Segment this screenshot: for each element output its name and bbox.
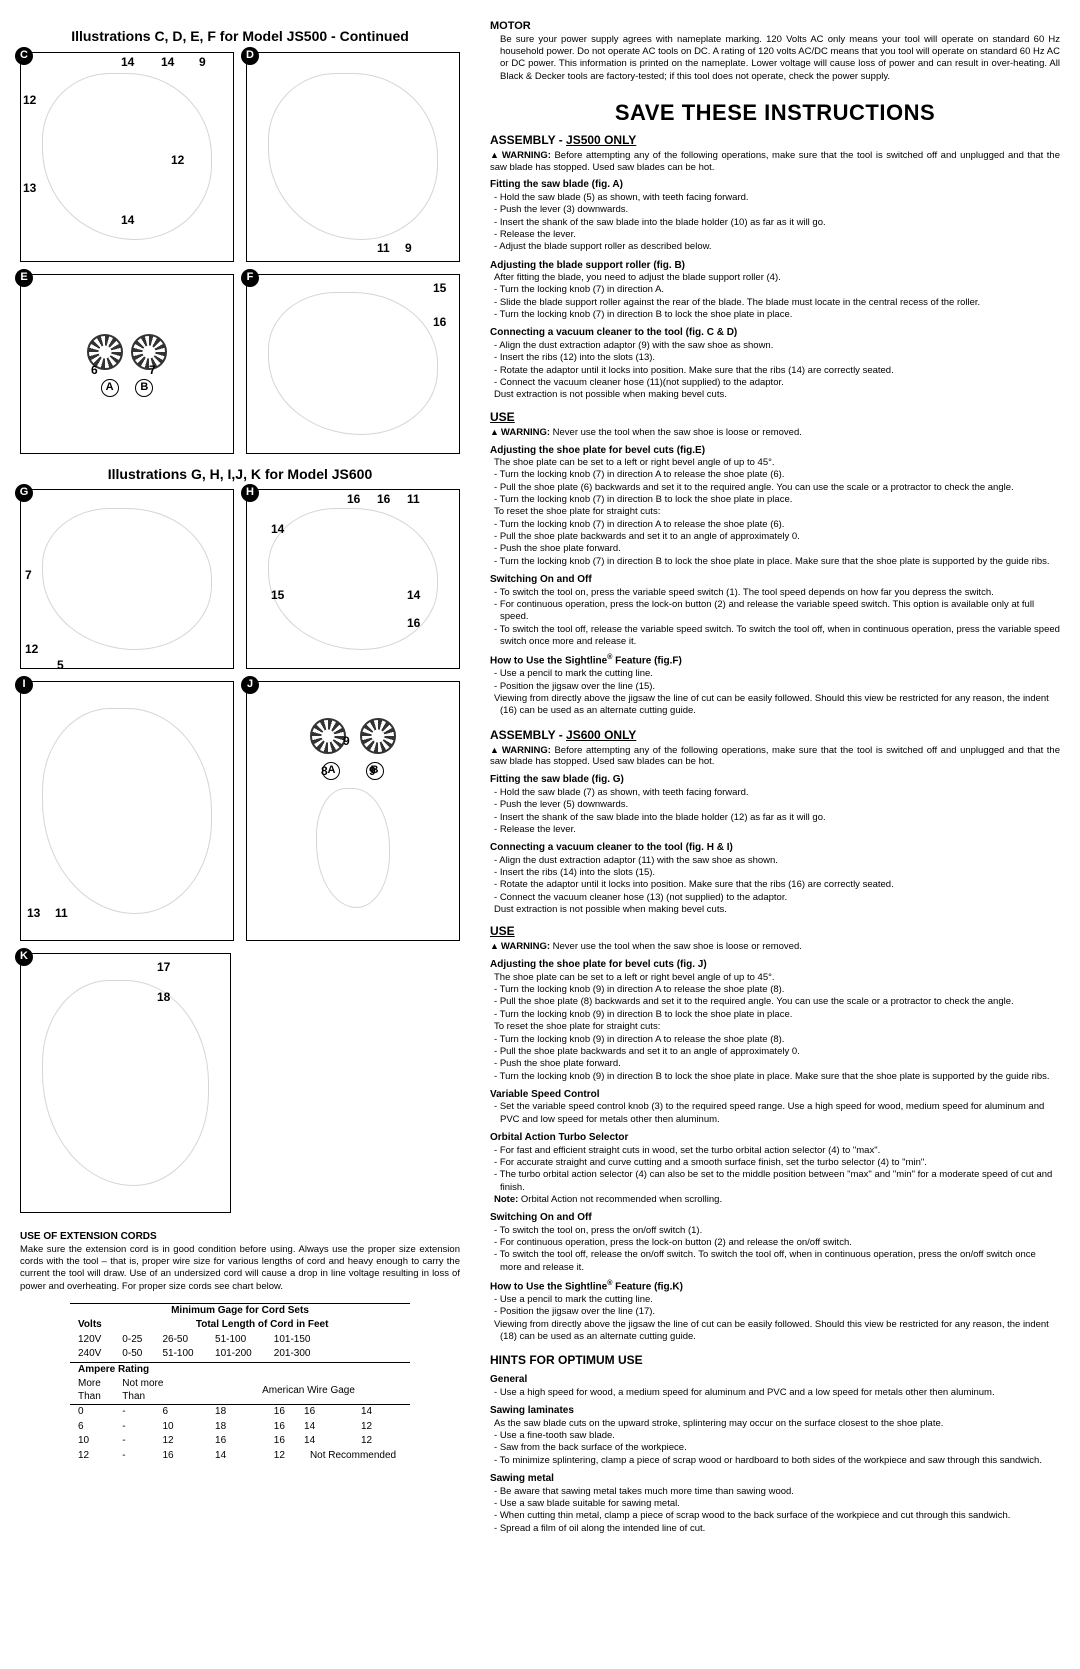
cord-table-row: 6-1018161412 — [70, 1420, 410, 1435]
fig-f-badge: F — [241, 269, 259, 287]
callout-num: 14 — [271, 522, 284, 537]
fig-h-badge: H — [241, 484, 259, 502]
callout-num: 12 — [23, 93, 36, 108]
motor-body: Be sure your power supply agrees with na… — [490, 34, 1060, 83]
callout-num: 5 — [57, 658, 64, 673]
callout-num: 7 — [149, 363, 156, 378]
callout-num: 17 — [157, 960, 170, 975]
callout-num: 7 — [25, 568, 32, 583]
callout-num: 15 — [433, 281, 446, 296]
callout-num: 16 — [433, 315, 446, 330]
callout-num: 16 — [407, 616, 420, 631]
hints-metal-head: Sawing metal — [490, 1473, 1060, 1486]
fig-d-badge: D — [241, 47, 259, 65]
callout-num: 16 — [347, 492, 360, 507]
fig-f: F 1516 — [246, 274, 460, 454]
callout-num: 11 — [407, 492, 420, 507]
fig-k-badge: K — [15, 948, 33, 966]
vac-600-head: Connecting a vacuum cleaner to the tool … — [490, 842, 1060, 855]
warn-600: WARNING: Before attempting any of the fo… — [490, 745, 1060, 769]
callout-num: 13 — [27, 906, 40, 921]
shoe-600-head: Adjusting the shoe plate for bevel cuts … — [490, 959, 1060, 972]
fit-blade-500-head: Fitting the saw blade (fig. A) — [490, 179, 1060, 192]
callout-num: 11 — [55, 906, 68, 921]
callout-num: 16 — [377, 492, 390, 507]
cord-table-row: 0-618161614 — [70, 1405, 410, 1420]
cord-table-row: 10-1216161412 — [70, 1434, 410, 1449]
callout-num: 14 — [121, 55, 134, 70]
adj-roller-500-head: Adjusting the blade support roller (fig.… — [490, 260, 1060, 273]
save-instructions-title: SAVE THESE INSTRUCTIONS — [490, 99, 1060, 127]
warn-use-500: WARNING: Never use the tool when the saw… — [490, 427, 1060, 439]
fig-j-badge: J — [241, 676, 259, 694]
shoe-500-head: Adjusting the shoe plate for bevel cuts … — [490, 445, 1060, 458]
callout-num: 9 — [199, 55, 206, 70]
adj-roller-500-list: Turn the locking knob (7) in direction A… — [490, 284, 1060, 321]
fig-e-badge: E — [15, 269, 33, 287]
callout-num: 12 — [25, 642, 38, 657]
vac-500-head: Connecting a vacuum cleaner to the tool … — [490, 327, 1060, 340]
sight-500-head: How to Use the Sightline® Feature (fig.F… — [490, 654, 1060, 668]
motor-title: MOTOR — [490, 20, 1060, 34]
fig-k: K 1718 — [20, 953, 231, 1213]
callout-num: 14 — [161, 55, 174, 70]
callout-num: 9 — [343, 734, 350, 749]
fig-g: G 7125 — [20, 489, 234, 669]
switch-600-head: Switching On and Off — [490, 1212, 1060, 1225]
vac-500-list: Align the dust extraction adaptor (9) wi… — [490, 340, 1060, 389]
hints-laminates-head: Sawing laminates — [490, 1405, 1060, 1418]
fig-h: H 16161114151416 — [246, 489, 460, 669]
cord-table-rows: 0-6181616146-101816141210-121616141212-1… — [70, 1405, 410, 1464]
fig-i: I 1311 — [20, 681, 234, 941]
right-column: MOTOR Be sure your power supply agrees w… — [490, 20, 1060, 1535]
left-column: Illustrations C, D, E, F for Model JS500… — [20, 20, 460, 1535]
cord-table: Minimum Gage for Cord Sets VoltsTotal Le… — [70, 1303, 410, 1464]
callout-num: 8 — [321, 764, 328, 779]
warn-use-600: WARNING: Never use the tool when the saw… — [490, 941, 1060, 953]
callout-num: 9 — [405, 241, 412, 256]
callout-num: 13 — [23, 181, 36, 196]
callout-num: 11 — [377, 241, 390, 256]
callout-num: 18 — [157, 990, 170, 1005]
fig-j: J A B 989 — [246, 681, 460, 941]
ext-cord-body: Make sure the extension cord is in good … — [20, 1244, 460, 1293]
use-600-title: USE — [490, 924, 1060, 939]
use-500-title: USE — [490, 410, 1060, 425]
callout-num: 15 — [271, 588, 284, 603]
fig-c: C 1414912131214 — [20, 52, 234, 262]
fig-c-badge: C — [15, 47, 33, 65]
illustrations-title-1: Illustrations C, D, E, F for Model JS500… — [20, 28, 460, 46]
fig-e: E A B 67 — [20, 274, 234, 454]
fit-blade-500-list: Hold the saw blade (5) as shown, with te… — [490, 192, 1060, 254]
hints-general-head: General — [490, 1374, 1060, 1387]
assembly-600-title: ASSEMBLY - JS600 ONLY — [490, 728, 1060, 743]
ext-cord-title: USE OF EXTENSION CORDS — [20, 1231, 460, 1244]
fig-i-badge: I — [15, 676, 33, 694]
fig-g-badge: G — [15, 484, 33, 502]
fit-blade-600-head: Fitting the saw blade (fig. G) — [490, 774, 1060, 787]
callout-num: 14 — [121, 213, 134, 228]
vsc-head: Variable Speed Control — [490, 1089, 1060, 1102]
cord-table-row: 12-161412Not Recommended — [70, 1449, 410, 1464]
illustrations-title-2: Illustrations G, H, I,J, K for Model JS6… — [20, 466, 460, 484]
switch-500-head: Switching On and Off — [490, 574, 1060, 587]
callout-num: 9 — [369, 764, 376, 779]
sight-600-head: How to Use the Sightline® Feature (fig.K… — [490, 1280, 1060, 1294]
assembly-500-title: ASSEMBLY - JS500 ONLY — [490, 133, 1060, 148]
callout-num: 14 — [407, 588, 420, 603]
fig-d: D 119 — [246, 52, 460, 262]
callout-num: 6 — [91, 363, 98, 378]
hints-title: HINTS FOR OPTIMUM USE — [490, 1353, 1060, 1368]
callout-num: 12 — [171, 153, 184, 168]
orbital-head: Orbital Action Turbo Selector — [490, 1132, 1060, 1145]
warn-500: WARNING: Before attempting any of the fo… — [490, 150, 1060, 174]
